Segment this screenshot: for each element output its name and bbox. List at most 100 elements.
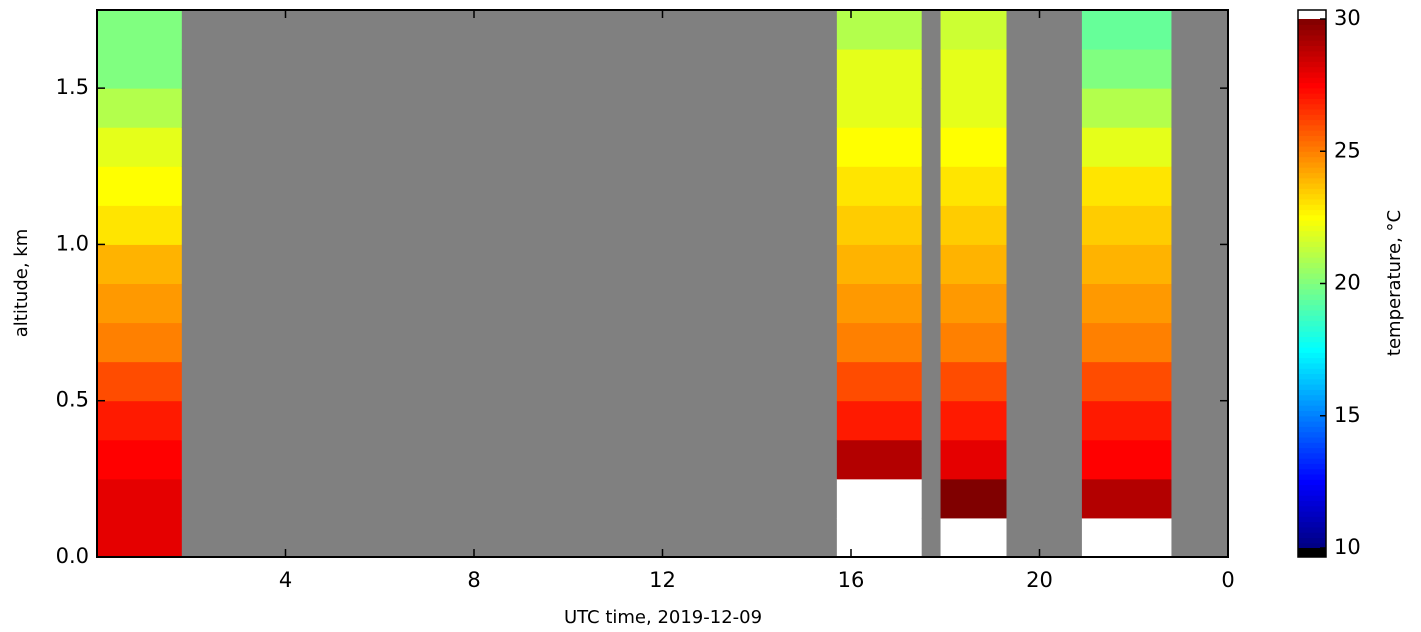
colorbar-segment	[1298, 82, 1326, 89]
heatmap-cell	[181, 166, 838, 206]
colorbar-segment	[1298, 521, 1326, 528]
y-tick-label: 0.5	[56, 388, 89, 412]
heatmap-cell	[836, 127, 923, 167]
colorbar-tick-label: 20	[1334, 271, 1361, 295]
colorbar-segment	[1298, 272, 1326, 279]
heatmap-cell	[940, 439, 1008, 480]
colorbar-segment	[1298, 288, 1326, 295]
heatmap-cell	[97, 439, 183, 480]
heatmap-cell	[940, 49, 1008, 89]
heatmap-cell	[836, 244, 923, 284]
heatmap-cell	[1006, 400, 1083, 441]
colorbar-segment	[1298, 34, 1326, 41]
colorbar-segment	[1298, 304, 1326, 311]
colorbar-segment	[1298, 458, 1326, 464]
colorbar-segment	[1298, 214, 1326, 221]
colorbar-segment	[1298, 495, 1326, 501]
heatmap-cell	[1209, 283, 1228, 324]
colorbar-segment	[1298, 135, 1326, 142]
heatmap-cell	[97, 88, 183, 128]
colorbar-segment	[1298, 368, 1326, 375]
heatmap-cell	[1081, 205, 1172, 245]
heatmap-cell	[181, 439, 838, 480]
colorbar-under	[1298, 548, 1326, 557]
heatmap-cell	[1171, 400, 1210, 441]
heatmap-cell	[921, 10, 942, 50]
heatmap-cell	[836, 49, 923, 89]
heatmap-cell	[1171, 322, 1210, 363]
colorbar-segment	[1298, 315, 1326, 322]
heatmap-cell	[1006, 166, 1083, 206]
colorbar-segment	[1298, 71, 1326, 78]
colorbar-segment	[1298, 130, 1326, 136]
colorbar-segment	[1298, 24, 1326, 31]
colorbar-segment	[1298, 452, 1326, 459]
heatmap-cell	[1209, 400, 1228, 441]
colorbar-tick-label: 30	[1334, 6, 1361, 30]
heatmap-cell	[1081, 478, 1172, 519]
heatmap-cell	[940, 166, 1008, 206]
heatmap-cell	[1209, 361, 1228, 402]
heatmap-cell	[97, 517, 183, 557]
heatmap-cell	[1209, 517, 1228, 557]
x-tick-label: 12	[649, 568, 676, 592]
x-tick-label: 8	[467, 568, 480, 592]
colorbar-segment	[1298, 421, 1326, 427]
colorbar-segment	[1298, 278, 1326, 285]
heatmap-cell	[940, 205, 1008, 245]
colorbar-segment	[1298, 426, 1326, 433]
colorbar-segment	[1298, 167, 1326, 174]
colorbar-segment	[1298, 473, 1326, 480]
colorbar-segment	[1298, 204, 1326, 211]
colorbar-segment	[1298, 346, 1326, 353]
colorbar-segment	[1298, 235, 1326, 242]
colorbar-segment	[1298, 151, 1326, 158]
heatmap-cell	[921, 400, 942, 441]
colorbar-segment	[1298, 405, 1326, 412]
heatmap-cell	[181, 49, 838, 89]
heatmap-cell	[97, 205, 183, 245]
colorbar-segment	[1298, 98, 1326, 105]
colorbar-segment	[1298, 479, 1326, 486]
heatmap-cell	[97, 400, 183, 441]
heatmap-cell	[1006, 361, 1083, 402]
colorbar-segment	[1298, 77, 1326, 84]
colorbar-segment	[1298, 283, 1326, 290]
colorbar-segment	[1298, 484, 1326, 491]
colorbar-segment	[1298, 489, 1326, 496]
heatmap-cell	[1081, 400, 1172, 441]
colorbar-segment	[1298, 241, 1326, 248]
colorbar-segment	[1298, 505, 1326, 512]
heatmap-cell	[836, 439, 923, 480]
heatmap-cell	[1209, 478, 1228, 519]
heatmap-cell	[181, 205, 838, 245]
heatmap-cell	[181, 127, 838, 167]
heatmap-cell	[940, 283, 1008, 324]
heatmap-cell	[1006, 127, 1083, 167]
colorbar-segment	[1298, 87, 1326, 94]
colorbar-segment	[1298, 93, 1326, 99]
colorbar-segment	[1298, 225, 1326, 232]
colorbar-segment	[1298, 468, 1326, 475]
heatmap-cell	[181, 10, 838, 50]
colorbar-segment	[1298, 140, 1326, 147]
colorbar-segment	[1298, 267, 1326, 274]
heatmap-cell	[97, 478, 183, 519]
plot-area	[97, 10, 1228, 557]
heatmap-cell	[1209, 127, 1228, 167]
y-tick-label: 1.0	[56, 231, 89, 255]
heatmap-cell	[181, 322, 838, 363]
heatmap-cell	[1171, 478, 1210, 519]
heatmap-cell	[1081, 361, 1172, 402]
heatmap-cell	[921, 361, 942, 402]
heatmap-cell	[181, 244, 838, 284]
heatmap-cell	[1209, 205, 1228, 245]
colorbar-segment	[1298, 182, 1326, 189]
colorbar-segment	[1298, 50, 1326, 57]
heatmap-cell	[1209, 439, 1228, 480]
colorbar-label: temperature, °C	[1384, 210, 1405, 356]
colorbar-segment	[1298, 463, 1326, 470]
heatmap-cell	[1006, 205, 1083, 245]
colorbar-segment	[1298, 325, 1326, 332]
colorbar-segment	[1298, 415, 1326, 422]
